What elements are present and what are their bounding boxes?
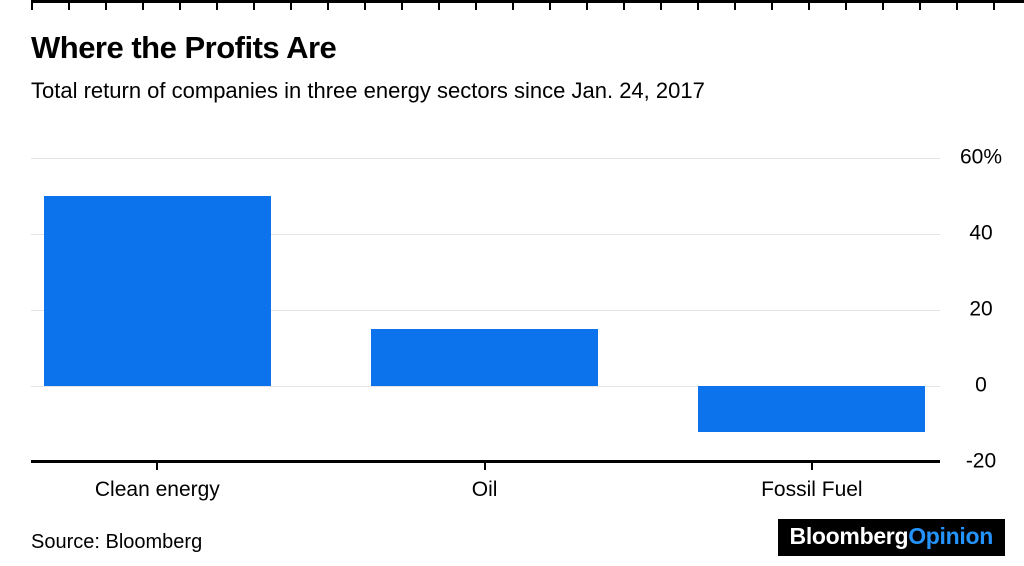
x-axis-tick (483, 462, 486, 470)
y-tick-label: -20 (965, 449, 997, 473)
gridline (31, 310, 940, 311)
chart-title: Where the Profits Are (31, 30, 337, 65)
x-tick-label: Clean energy (94, 478, 220, 501)
x-tick-label: Fossil Fuel (761, 478, 863, 501)
x-axis-labels: Clean energy Oil Fossil Fuel (31, 478, 940, 506)
x-axis-tick (156, 462, 159, 470)
y-tick-label: 20 (969, 297, 993, 321)
chart-subtitle: Total return of companies in three energ… (31, 78, 705, 103)
brand-logo-bloomberg: Bloomberg (789, 523, 909, 549)
y-tick-label: 0 (975, 373, 987, 397)
y-tick-label: 60% (959, 145, 1003, 169)
bar (370, 329, 599, 386)
source-attribution: Source: Bloomberg (31, 531, 203, 553)
gridline (31, 234, 940, 235)
brand-logo-opinion: Opinion (908, 523, 993, 549)
bar (43, 196, 271, 386)
gridline (31, 158, 940, 159)
x-tick-label: Oil (471, 478, 498, 501)
x-axis-line (31, 460, 940, 463)
plot-area (31, 158, 940, 470)
y-tick-label: 40 (969, 221, 993, 245)
brand-logo: Bloomberg Opinion (777, 519, 1005, 556)
gridline (31, 386, 940, 387)
top-ruler-decoration (31, 0, 1024, 13)
x-axis-tick (810, 462, 813, 470)
bar (698, 386, 926, 432)
y-axis-labels: 60% 40 20 0 -20 (940, 146, 1022, 473)
